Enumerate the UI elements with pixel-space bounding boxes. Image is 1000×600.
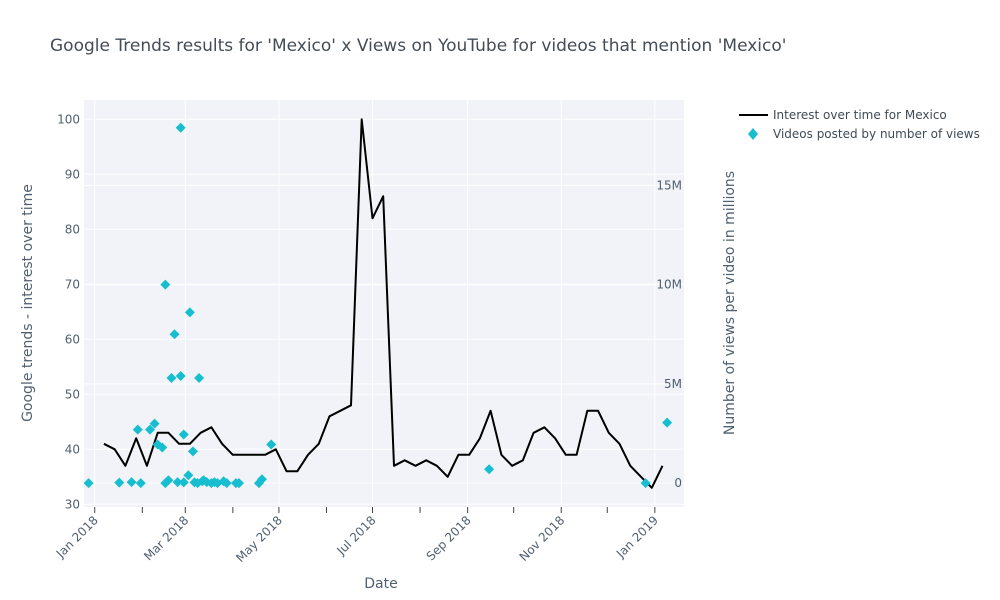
video-point	[221, 478, 232, 489]
video-point	[194, 372, 205, 383]
video-point	[662, 417, 673, 428]
x-tick-label: Sep 2018	[424, 513, 474, 563]
video-point	[126, 477, 137, 488]
y-left-tick-label: 90	[65, 167, 80, 181]
video-point	[175, 370, 186, 381]
video-point	[169, 329, 180, 340]
video-point	[149, 418, 160, 429]
video-point	[163, 475, 174, 486]
y-left-tick-label: 60	[65, 332, 80, 346]
video-point	[157, 442, 168, 453]
legend-line-label: Interest over time for Mexico	[773, 108, 947, 122]
y-left-tick-label: 50	[65, 387, 80, 401]
video-point	[135, 478, 146, 489]
legend-item-scatter[interactable]: Videos posted by number of views	[748, 127, 980, 141]
video-point	[233, 478, 244, 489]
video-point	[187, 446, 198, 457]
y-left-tick-label: 80	[65, 222, 80, 236]
video-point	[266, 439, 277, 450]
x-tick-label: Jul 2018	[333, 513, 378, 558]
video-point	[114, 477, 125, 488]
video-point	[172, 477, 183, 488]
y-left-tick-label: 70	[65, 277, 80, 291]
video-point	[178, 477, 189, 488]
series-video-views	[83, 122, 673, 489]
legend-scatter-label: Videos posted by number of views	[773, 127, 980, 141]
interest-line	[103, 118, 664, 489]
video-point	[183, 470, 194, 481]
y-left-tick-label: 100	[57, 112, 80, 126]
x-tick-label: Nov 2018	[517, 513, 568, 564]
video-point	[257, 474, 268, 485]
x-tick-label: May 2018	[233, 513, 285, 565]
y-right-tick-label: 10M	[656, 278, 682, 292]
y-axis-left: 30 40 50 60 70 80 90 100	[57, 112, 80, 511]
video-point	[184, 307, 195, 318]
y-left-tick-label: 40	[65, 442, 80, 456]
x-axis: Jan 2018 Mar 2018 May 2018 Jul 2018 Sep 2018…	[53, 507, 661, 565]
x-tick-label: Jan 2019	[613, 513, 661, 561]
y-right-tick-label: 0	[674, 476, 682, 490]
plot-area	[84, 100, 684, 507]
x-tick-label: Mar 2018	[141, 513, 191, 563]
video-point	[160, 279, 171, 290]
y-axis-left-title: Google trends - interest over time	[20, 184, 36, 422]
video-point	[132, 424, 143, 435]
legend-item-line[interactable]: Interest over time for Mexico	[739, 108, 947, 122]
chart-title: Google Trends results for 'Mexico' x Vie…	[50, 36, 786, 56]
x-axis-title: Date	[364, 576, 397, 592]
video-point	[166, 372, 177, 383]
y-left-tick-label: 30	[65, 497, 80, 511]
video-point	[640, 478, 651, 489]
video-point	[175, 122, 186, 133]
video-point	[178, 429, 189, 440]
legend-diamond-swatch	[748, 128, 758, 140]
video-point	[144, 424, 155, 435]
series-interest-line	[103, 118, 664, 489]
x-tick-label: Jan 2018	[53, 513, 101, 561]
legend[interactable]: Interest over time for Mexico Videos pos…	[739, 108, 980, 141]
video-point	[83, 478, 94, 489]
y-right-tick-label: 15M	[656, 178, 682, 192]
video-point	[484, 464, 495, 475]
y-axis-right: 0 5M 10M 15M	[656, 178, 682, 490]
y-right-tick-label: 5M	[664, 377, 682, 391]
y-axis-right-title: Number of views per video in millions	[722, 171, 738, 435]
